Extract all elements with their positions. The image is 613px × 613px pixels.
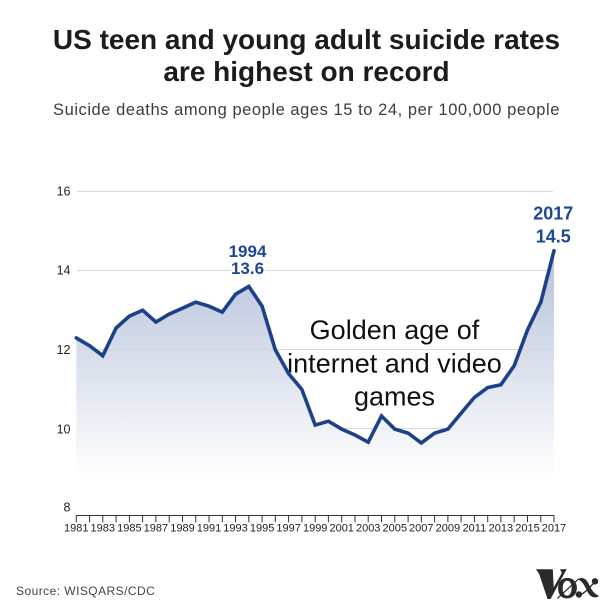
- svg-text:10: 10: [57, 422, 71, 436]
- svg-text:2001: 2001: [329, 523, 353, 535]
- svg-text:2017: 2017: [533, 204, 573, 224]
- svg-text:1991: 1991: [197, 523, 221, 535]
- svg-text:14.5: 14.5: [536, 226, 571, 246]
- svg-text:14: 14: [57, 264, 71, 278]
- svg-text:2003: 2003: [356, 523, 380, 535]
- svg-text:1985: 1985: [117, 523, 141, 535]
- svg-text:1989: 1989: [170, 523, 194, 535]
- svg-text:16: 16: [57, 184, 71, 198]
- svg-text:2005: 2005: [383, 523, 407, 535]
- svg-text:2009: 2009: [436, 523, 460, 535]
- svg-text:1993: 1993: [223, 523, 247, 535]
- svg-text:2015: 2015: [515, 523, 539, 535]
- svg-text:2007: 2007: [409, 523, 433, 535]
- svg-text:1983: 1983: [91, 523, 115, 535]
- svg-text:internet and video: internet and video: [287, 349, 502, 379]
- svg-text:games: games: [354, 382, 435, 412]
- svg-text:2011: 2011: [463, 523, 487, 535]
- svg-text:2013: 2013: [489, 523, 513, 535]
- svg-text:8: 8: [64, 501, 71, 515]
- svg-text:13.6: 13.6: [231, 259, 264, 278]
- svg-text:1994: 1994: [229, 242, 267, 261]
- svg-text:12: 12: [57, 343, 71, 357]
- svg-text:1999: 1999: [303, 523, 327, 535]
- svg-text:1997: 1997: [276, 523, 300, 535]
- svg-text:2017: 2017: [542, 523, 566, 535]
- svg-text:1981: 1981: [64, 523, 88, 535]
- svg-text:1995: 1995: [250, 523, 274, 535]
- svg-text:1987: 1987: [144, 523, 168, 535]
- svg-text:Golden age of: Golden age of: [310, 315, 480, 345]
